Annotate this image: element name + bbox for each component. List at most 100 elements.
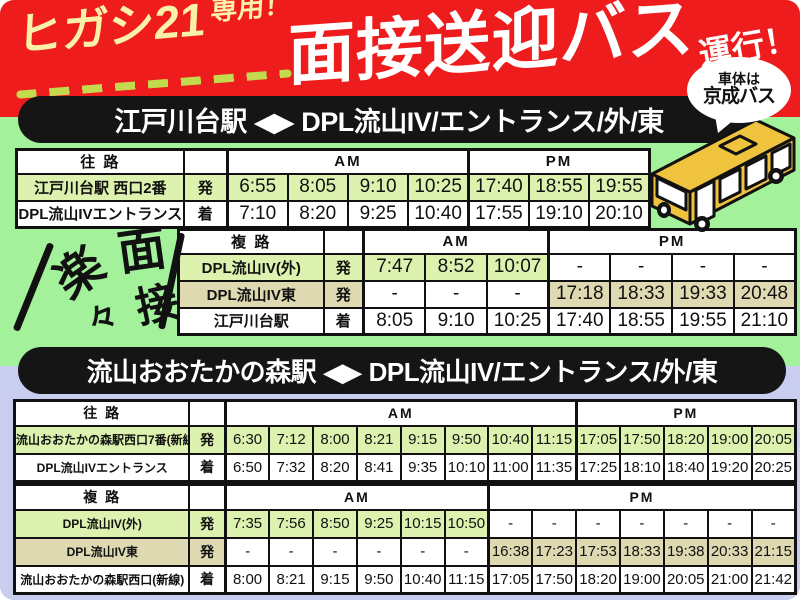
pm-time-cell: 17:50 xyxy=(618,424,665,455)
pm-time-cell: 18:55 xyxy=(527,172,591,202)
am-time-cell: 8:05 xyxy=(362,306,427,336)
am-time-cell: 6:30 xyxy=(223,424,271,455)
am-time-cell: - xyxy=(399,536,446,567)
am-time-cell: 9:10 xyxy=(424,306,488,336)
am-header-cell: AM xyxy=(362,228,550,255)
depart-arrive-cell: 着 xyxy=(188,452,227,483)
speech-bubble-line1: 車体は xyxy=(718,70,760,87)
depart-arrive-cell: 発 xyxy=(182,172,229,202)
station-cell: 江戸川台駅 西口2番 xyxy=(15,172,185,202)
am-time-cell: 8:00 xyxy=(223,564,271,595)
station-cell: 流山おおたかの森駅西口(新線) xyxy=(13,564,191,595)
depart-arrive-cell: 着 xyxy=(322,306,365,336)
am-time-cell: 6:50 xyxy=(223,452,271,483)
timetable: 往 路 AM PM 江戸川台駅 西口2番発 6:55 8:05 9:10 10:25 17:40… xyxy=(15,148,651,229)
am-time-cell: 11:00 xyxy=(487,452,534,483)
pm-time-cell: 19:55 xyxy=(588,172,651,202)
pm-time-cell: 18:40 xyxy=(662,452,709,483)
am-time-cell: 10:50 xyxy=(443,508,490,539)
depart-arrive-cell: 発 xyxy=(188,424,227,455)
station-cell: DPL流山IV(外) xyxy=(177,252,325,282)
pm-time-cell: 19:33 xyxy=(671,279,735,309)
pm-time-cell: 20:48 xyxy=(732,279,797,309)
am-time-cell: 10:40 xyxy=(399,564,446,595)
pm-time-cell: 21:42 xyxy=(750,564,797,595)
timetable: 複 路 AM PM DPL流山IV(外) 発 7:35 7:56 8:50 9:25 10:15 1… xyxy=(13,483,797,595)
am-header-cell: AM xyxy=(225,148,470,175)
am-time-cell: 10:40 xyxy=(407,199,470,229)
am-time-cell: 8:21 xyxy=(268,564,315,595)
am-time-cell: 10:07 xyxy=(485,252,550,282)
pm-time-cell: 19:00 xyxy=(618,564,665,595)
pm-time-cell: - xyxy=(486,508,534,539)
am-time-cell: 8:20 xyxy=(312,452,358,483)
pm-time-cell: 17:55 xyxy=(467,199,530,229)
am-time-cell: 7:35 xyxy=(223,508,271,539)
direction-header-cell: 往 路 xyxy=(15,148,185,175)
depart-arrive-cell: 発 xyxy=(322,279,365,309)
pm-header-cell: PM xyxy=(486,483,797,511)
pm-time-cell: 17:40 xyxy=(467,172,530,202)
timetable-otakanomori-outbound: 往 路 AM PM 流山おおたかの森駅西口7番(新線) 発 6:30 7:12 8:00 8:2… xyxy=(13,399,797,483)
pm-header-cell: PM xyxy=(547,228,797,255)
am-time-cell: 9:25 xyxy=(346,199,410,229)
pm-time-cell: 19:38 xyxy=(662,536,709,567)
pm-time-cell: 20:25 xyxy=(750,452,797,483)
timetable-edogawadai-outbound: 往 路 AM PM 江戸川台駅 西口2番発 6:55 8:05 9:10 10:25 17:40… xyxy=(15,148,651,229)
pm-time-cell: 18:20 xyxy=(575,564,621,595)
pm-time-cell: 17:05 xyxy=(574,424,621,455)
am-time-cell: 11:35 xyxy=(531,452,578,483)
am-header-cell: AM xyxy=(223,399,578,427)
station-cell: DPL流山IV東 xyxy=(177,279,325,309)
pm-time-cell: 19:20 xyxy=(706,452,753,483)
depart-arrive-cell: 着 xyxy=(182,199,229,229)
pm-time-cell: 20:10 xyxy=(588,199,651,229)
decoration-char-setsu: 接 xyxy=(131,277,183,332)
am-time-cell: 8:00 xyxy=(312,424,358,455)
am-time-cell: 11:15 xyxy=(443,564,490,595)
mark-header-cell xyxy=(188,483,227,511)
decoration-char-raku: 楽 xyxy=(44,238,115,310)
pm-time-cell: 16:38 xyxy=(486,536,534,567)
station-cell: DPL流山IVエントランス xyxy=(15,199,185,229)
am-time-cell: 7:32 xyxy=(268,452,315,483)
am-header-cell: AM xyxy=(223,483,490,511)
decoration-char-men: 面 xyxy=(114,221,170,282)
am-time-cell: 7:56 xyxy=(268,508,315,539)
am-time-cell: - xyxy=(312,536,358,567)
pm-time-cell: 20:33 xyxy=(706,536,753,567)
am-time-cell: 8:50 xyxy=(312,508,358,539)
am-time-cell: 9:15 xyxy=(312,564,358,595)
speech-bubble-line2: 京成バス xyxy=(702,86,776,108)
pm-time-cell: 19:00 xyxy=(706,424,753,455)
pm-time-cell: - xyxy=(662,508,709,539)
station-cell: DPL流山IV(外) xyxy=(13,508,191,539)
station-cell: DPL流山IVエントランス xyxy=(13,452,191,483)
timetable-edogawadai-return: 複 路 AM PM DPL流山IV(外) 発 7:47 8:52 10:07- - - - DPL流山… xyxy=(177,228,797,336)
pm-time-cell: 18:55 xyxy=(609,306,674,336)
pm-time-cell: 19:55 xyxy=(671,306,735,336)
speech-bubble: 車体は 京成バス xyxy=(687,57,791,123)
pm-time-cell: 21:10 xyxy=(732,306,797,336)
depart-arrive-cell: 着 xyxy=(188,564,227,595)
pm-time-cell: 21:00 xyxy=(706,564,753,595)
mark-header-cell xyxy=(322,228,365,255)
direction-header-cell: 往 路 xyxy=(13,399,191,427)
am-time-cell: 9:15 xyxy=(399,424,446,455)
timetable-otakanomori-return: 複 路 AM PM DPL流山IV(外) 発 7:35 7:56 8:50 9:25 10:15 1… xyxy=(13,483,797,595)
pm-time-cell: - xyxy=(618,508,665,539)
am-time-cell: - xyxy=(485,279,550,309)
am-time-cell: 8:20 xyxy=(286,199,349,229)
pm-time-cell: - xyxy=(750,508,797,539)
mark-header-cell xyxy=(188,399,227,427)
route-banner-edogawadai: 江戸川台駅 ◀▶ DPL流山IV/エントランス/外/東 xyxy=(18,96,760,143)
timetable: 往 路 AM PM 流山おおたかの森駅西口7番(新線) 発 6:30 7:12 8:00 8:2… xyxy=(13,399,797,483)
am-time-cell: - xyxy=(355,536,402,567)
am-time-cell: 8:21 xyxy=(355,424,402,455)
depart-arrive-cell: 発 xyxy=(188,536,227,567)
depart-arrive-cell: 発 xyxy=(322,252,365,282)
am-time-cell: 8:41 xyxy=(355,452,402,483)
pm-time-cell: 17:50 xyxy=(531,564,578,595)
pm-time-cell: 21:15 xyxy=(750,536,797,567)
pm-header-cell: PM xyxy=(467,148,651,175)
